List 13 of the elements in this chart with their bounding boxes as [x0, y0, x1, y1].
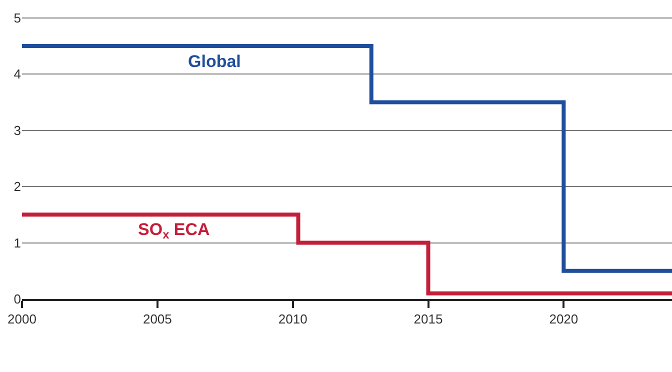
- series-label: SO$_{x}$ ECA: [138, 220, 210, 242]
- y-tick-label: 5: [14, 10, 21, 26]
- y-tick-label: 0: [14, 292, 21, 307]
- x-tick-label: 2020: [549, 311, 578, 326]
- y-tick-label: 2: [14, 179, 21, 194]
- y-tick-label: 4: [14, 66, 21, 82]
- y-tick-label: 1: [14, 235, 21, 250]
- x-tick-label: 2000: [8, 311, 36, 326]
- x-tick-label: 2015: [414, 311, 443, 326]
- series-label: Global: [188, 52, 241, 71]
- x-tick-label: 2005: [142, 311, 172, 326]
- x-tick-label: 2010: [278, 311, 308, 326]
- y-tick-label: 3: [14, 122, 21, 138]
